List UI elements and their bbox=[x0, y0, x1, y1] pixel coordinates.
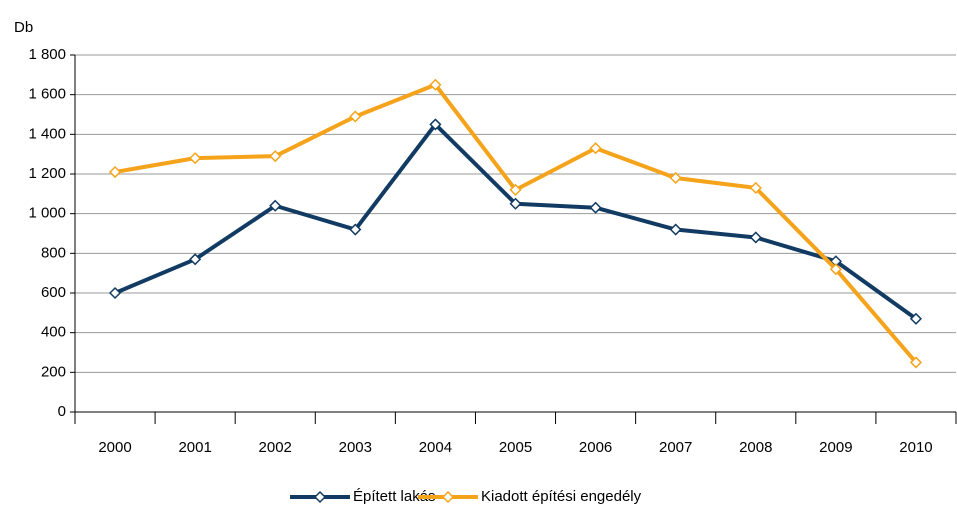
x-tick-label: 2000 bbox=[98, 439, 131, 456]
y-axis-label: Db bbox=[14, 19, 33, 36]
x-tick-label: 2005 bbox=[499, 439, 532, 456]
point-marker bbox=[349, 110, 362, 123]
y-tick-label: 800 bbox=[41, 244, 66, 261]
point-marker bbox=[909, 312, 923, 325]
y-tick-label: 1 000 bbox=[28, 205, 66, 222]
x-tick-label: 2001 bbox=[178, 439, 211, 456]
series-line bbox=[114, 82, 918, 364]
y-tick-label: 1 400 bbox=[28, 125, 66, 142]
legend-marker bbox=[313, 490, 327, 504]
y-tick-label: 1 600 bbox=[28, 86, 66, 103]
y-tick-label: 400 bbox=[41, 324, 66, 341]
x-tick-label: 2008 bbox=[739, 439, 772, 456]
y-tick-label: 1 800 bbox=[28, 46, 66, 63]
point-marker bbox=[589, 201, 602, 214]
point-marker bbox=[669, 223, 682, 236]
x-tick-label: 2006 bbox=[579, 439, 612, 456]
point-marker bbox=[509, 183, 522, 196]
x-tick-label: 2007 bbox=[659, 439, 692, 456]
series-line bbox=[114, 122, 918, 321]
x-tick-label: 2009 bbox=[819, 439, 852, 456]
point-marker bbox=[108, 165, 122, 179]
legend-label: Épített lakás bbox=[353, 488, 436, 505]
point-marker bbox=[749, 231, 762, 244]
y-tick-label: 0 bbox=[58, 403, 66, 420]
point-marker bbox=[429, 118, 442, 131]
x-tick-label: 2002 bbox=[259, 439, 292, 456]
point-marker bbox=[589, 142, 602, 155]
legend-label: Kiadott építési engedély bbox=[481, 488, 642, 505]
point-marker bbox=[509, 197, 522, 210]
point-marker bbox=[909, 356, 923, 369]
x-tick-label: 2004 bbox=[419, 439, 452, 456]
point-marker bbox=[269, 199, 282, 212]
point-marker bbox=[829, 263, 842, 276]
y-tick-label: 1 200 bbox=[28, 165, 66, 182]
point-marker bbox=[108, 286, 122, 300]
point-marker bbox=[269, 150, 282, 163]
point-marker bbox=[669, 171, 682, 185]
y-tick-label: 600 bbox=[41, 284, 66, 301]
point-marker bbox=[749, 181, 762, 194]
x-tick-label: 2003 bbox=[339, 439, 372, 456]
y-tick-label: 200 bbox=[41, 363, 66, 380]
x-tick-label: 2010 bbox=[899, 439, 932, 456]
point-marker bbox=[429, 78, 442, 91]
point-marker bbox=[189, 253, 202, 266]
point-marker bbox=[189, 152, 202, 165]
point-marker bbox=[349, 223, 362, 236]
legend-marker bbox=[441, 490, 455, 504]
